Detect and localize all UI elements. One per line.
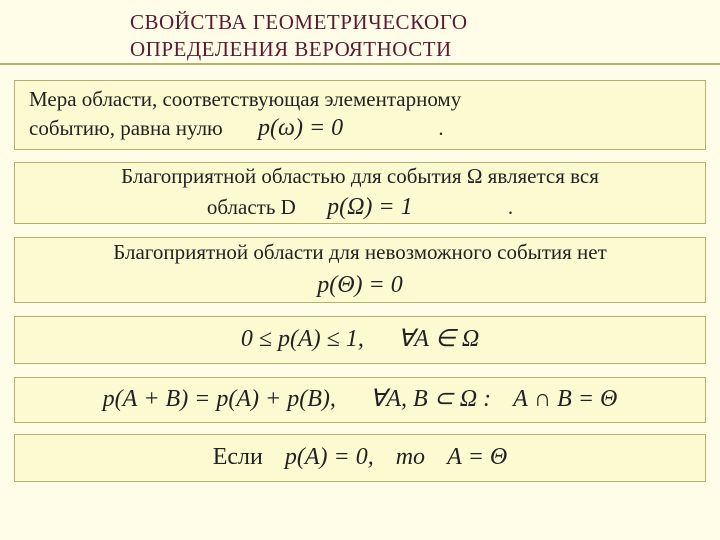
property-box-4: 0 ≤ p(A) ≤ 1,∀A ∈ Ω bbox=[14, 316, 706, 364]
p3-formula: p(Θ) = 0 bbox=[317, 272, 403, 298]
p2-text-a: Благоприятной областью для события Ω явл… bbox=[121, 164, 599, 188]
p1-trailing: . bbox=[438, 116, 443, 140]
p6-then: то bbox=[396, 444, 425, 470]
p1-text-a: Мера области, соответствующая элементарн… bbox=[29, 87, 461, 111]
property-box-6: Еслиp(A) = 0,тоA = Θ bbox=[14, 434, 706, 482]
p6-formula: Еслиp(A) = 0,тоA = Θ bbox=[213, 442, 508, 473]
slide-title-text: СВОЙСТВА ГЕОМЕТРИЧЕСКОГО ОПРЕДЕЛЕНИЯ ВЕР… bbox=[130, 9, 468, 62]
property-box-1: Мера области, соответствующая элементарн… bbox=[14, 80, 706, 150]
p1-text-b: событию, равна нулю bbox=[29, 116, 223, 140]
p4-formula: 0 ≤ p(A) ≤ 1,∀A ∈ Ω bbox=[241, 324, 479, 355]
p5-formula: p(A + B) = p(A) + p(B),∀A, B ⊂ Ω :A ∩ B … bbox=[103, 384, 618, 415]
title-line-1: СВОЙСТВА ГЕОМЕТРИЧЕСКОГО bbox=[130, 10, 468, 34]
p6-if: Если bbox=[213, 444, 263, 470]
p2-text-b: область D bbox=[207, 195, 296, 219]
property-box-3: Благоприятной области для невозможного с… bbox=[14, 237, 706, 303]
title-line-2: ОПРЕДЕЛЕНИЯ ВЕРОЯТНОСТИ bbox=[130, 37, 452, 61]
title-underline bbox=[0, 63, 720, 65]
p1-formula: p(ω) = 0 bbox=[246, 115, 343, 141]
p3-text: Благоприятной области для невозможного с… bbox=[113, 240, 607, 264]
p2-formula: p(Ω) = 1 bbox=[315, 194, 413, 220]
slide-title: СВОЙСТВА ГЕОМЕТРИЧЕСКОГО ОПРЕДЕЛЕНИЯ ВЕР… bbox=[0, 8, 720, 63]
property-box-5: p(A + B) = p(A) + p(B),∀A, B ⊂ Ω :A ∩ B … bbox=[14, 377, 706, 423]
property-box-2: Благоприятной областью для события Ω явл… bbox=[14, 162, 706, 224]
p2-trailing: . bbox=[508, 195, 513, 219]
